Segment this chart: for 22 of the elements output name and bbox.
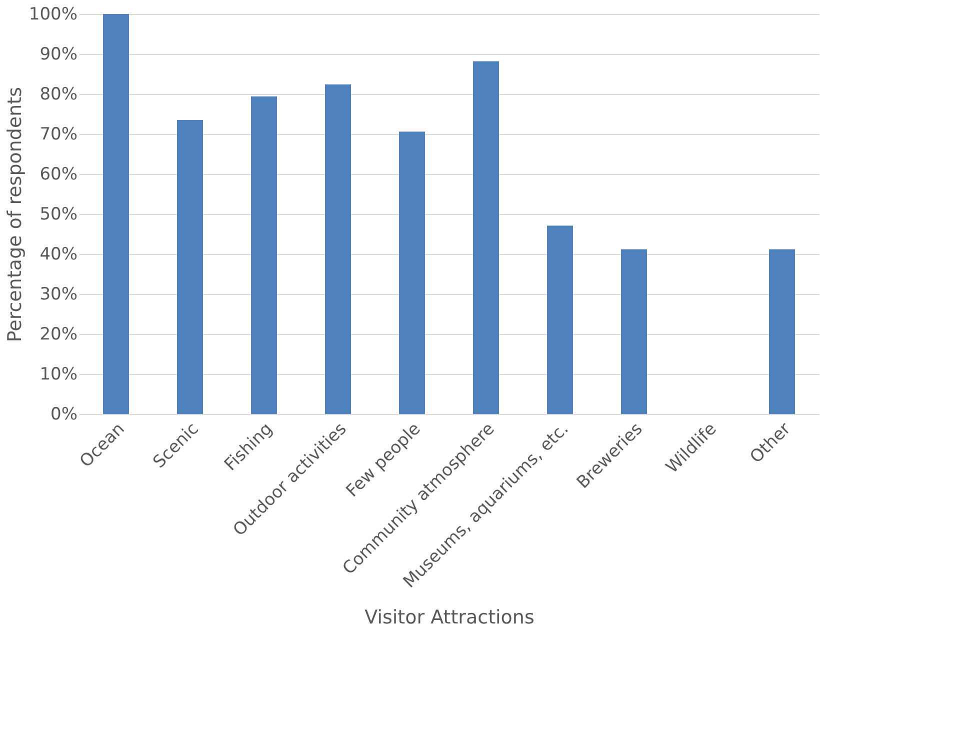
bar: [251, 96, 277, 414]
bar: [769, 249, 795, 414]
y-tick-label: 20%: [40, 324, 78, 344]
y-tick-label: 50%: [40, 204, 78, 224]
bar: [547, 226, 573, 414]
y-tick-label: 90%: [40, 44, 78, 64]
bar: [325, 84, 351, 414]
bar: [621, 249, 647, 414]
bar: [103, 14, 129, 414]
y-tick-label: 70%: [40, 124, 78, 144]
bar: [473, 61, 499, 414]
bar: [177, 120, 203, 414]
y-tick-label: 80%: [40, 84, 78, 104]
y-tick-label: 100%: [28, 4, 78, 24]
y-tick-label: 0%: [50, 404, 78, 424]
y-tick-label: 30%: [40, 284, 78, 304]
y-axis-title: Percentage of respondents: [4, 86, 26, 342]
y-tick-label: 40%: [40, 244, 78, 264]
y-tick-label: 10%: [40, 364, 78, 384]
y-tick-label: 60%: [40, 164, 78, 184]
x-axis-title: Visitor Attractions: [364, 606, 534, 629]
bar: [399, 132, 425, 414]
